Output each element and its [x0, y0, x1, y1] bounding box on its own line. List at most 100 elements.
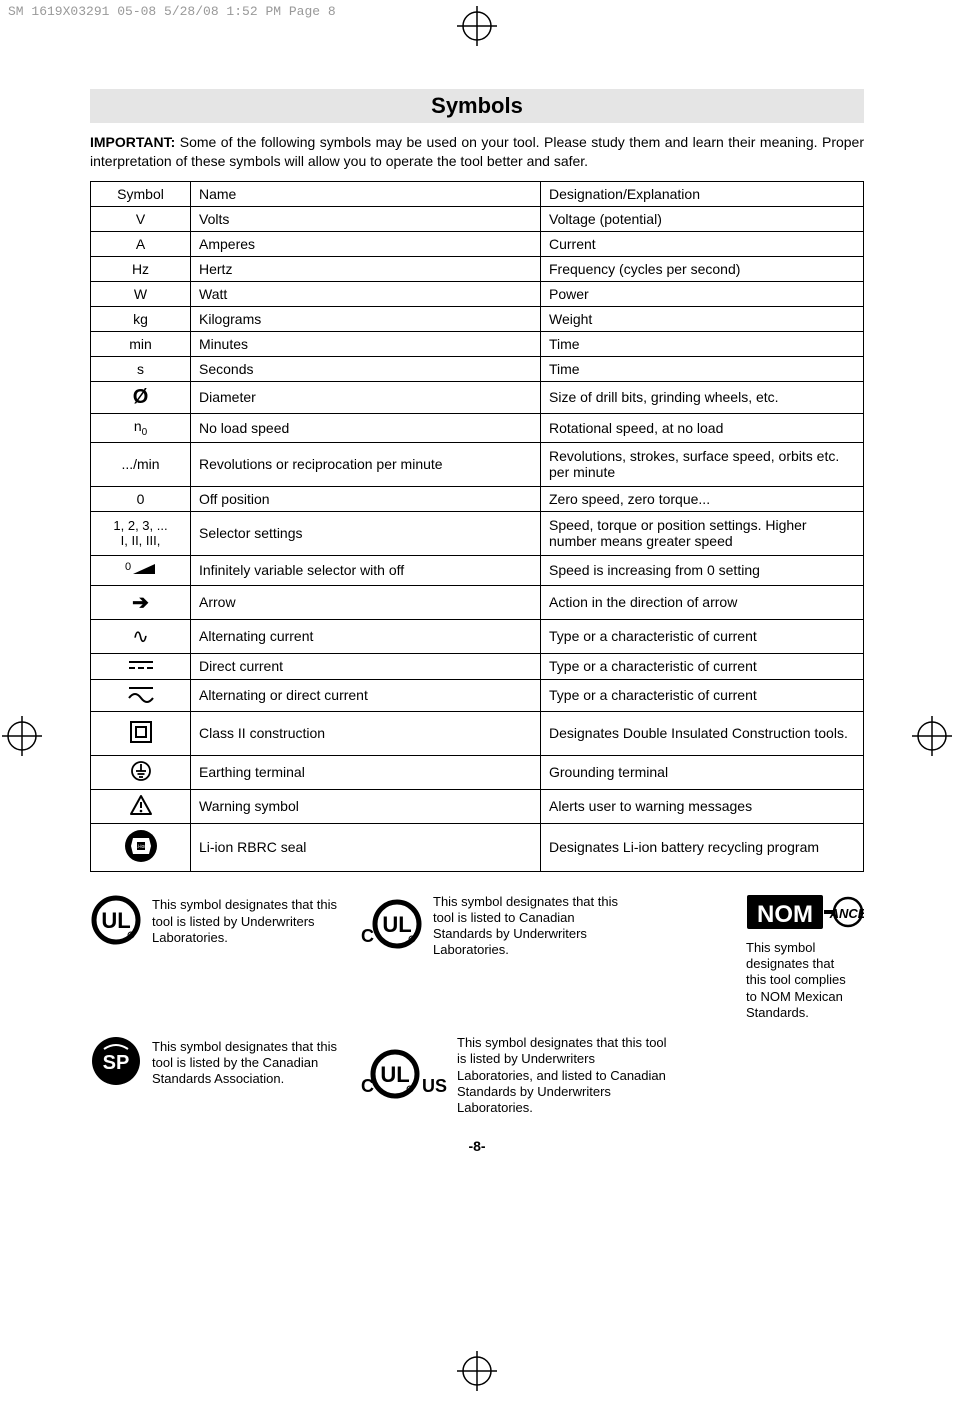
symbol-cell: kg — [91, 306, 191, 331]
name-cell: Revolutions or reciprocation per minute — [191, 442, 541, 486]
table-row: Class II constructionDesignates Double I… — [91, 711, 864, 755]
ul-logo-text: This symbol designates that this tool is… — [152, 897, 337, 946]
symbol-cell — [91, 711, 191, 755]
name-cell: Seconds — [191, 356, 541, 381]
table-row: ➔ArrowAction in the direction of arrow — [91, 585, 864, 619]
name-cell: Infinitely variable selector with off — [191, 555, 541, 585]
name-cell: Li-ion RBRC seal — [191, 823, 541, 871]
designation-cell: Type or a characteristic of current — [541, 653, 864, 679]
logo-row-2: SP This symbol designates that this tool… — [90, 1035, 864, 1116]
symbol-cell: V — [91, 206, 191, 231]
symbol-cell — [91, 653, 191, 679]
document-page: SM 1619X03291 05-08 5/28/08 1:52 PM Page… — [0, 0, 954, 1406]
symbol-cell: W — [91, 281, 191, 306]
table-row: Li-ion Li-ion RBRC sealDesignates Li-ion … — [91, 823, 864, 871]
name-cell: No load speed — [191, 413, 541, 442]
name-cell: Class II construction — [191, 711, 541, 755]
ul-listed-icon: ULR — [90, 894, 142, 950]
svg-text:R: R — [411, 937, 414, 942]
table-row: Warning symbolAlerts user to warning mes… — [91, 789, 864, 823]
designation-cell: Zero speed, zero torque... — [541, 486, 864, 511]
intro-paragraph: IMPORTANT: Some of the following symbols… — [90, 133, 864, 171]
symbols-table: Symbol Name Designation/Explanation VVol… — [90, 181, 864, 872]
section-title: Symbols — [90, 89, 864, 123]
designation-cell: Frequency (cycles per second) — [541, 256, 864, 281]
symbol-cell: 1, 2, 3, ... I, II, III, — [91, 511, 191, 555]
table-row: WWattPower — [91, 281, 864, 306]
nom-icon: NOM ANCE — [746, 920, 864, 935]
table-row: VVoltsVoltage (potential) — [91, 206, 864, 231]
header-designation: Designation/Explanation — [541, 181, 864, 206]
table-row: 0 Infinitely variable selector with offSp… — [91, 555, 864, 585]
name-cell: Alternating current — [191, 619, 541, 653]
symbol-cell: Li-ion — [91, 823, 191, 871]
nom-logo-block: NOM ANCE This symbol designates that thi… — [746, 894, 864, 1022]
svg-text:SP: SP — [103, 1052, 130, 1074]
table-row: ØDiameterSize of drill bits, grinding wh… — [91, 381, 864, 413]
designation-cell: Time — [541, 331, 864, 356]
header-symbol: Symbol — [91, 181, 191, 206]
table-row: Direct currentType or a characteristic o… — [91, 653, 864, 679]
svg-text:0: 0 — [125, 561, 131, 573]
table-row: sSecondsTime — [91, 356, 864, 381]
symbol-cell: ∿ — [91, 619, 191, 653]
table-row: AAmperesCurrent — [91, 231, 864, 256]
name-cell: Watt — [191, 281, 541, 306]
symbol-cell: 0 — [91, 486, 191, 511]
symbol-cell — [91, 789, 191, 823]
designation-cell: Speed, torque or position settings. High… — [541, 511, 864, 555]
name-cell: Warning symbol — [191, 789, 541, 823]
name-cell: Earthing terminal — [191, 755, 541, 789]
table-row: 0Off positionZero speed, zero torque... — [91, 486, 864, 511]
designation-cell: Speed is increasing from 0 setting — [541, 555, 864, 585]
designation-cell: Alerts user to warning messages — [541, 789, 864, 823]
cul-listed-icon: C ULR — [355, 898, 423, 954]
name-cell: Kilograms — [191, 306, 541, 331]
svg-text:UL: UL — [380, 1062, 409, 1087]
top-crop-mark-icon — [457, 6, 497, 46]
cul-logo-text: This symbol designates that this tool is… — [433, 894, 618, 959]
designation-cell: Designates Double Insulated Construction… — [541, 711, 864, 755]
svg-text:UL: UL — [101, 908, 130, 933]
svg-text:NOM: NOM — [757, 901, 813, 928]
name-cell: Direct current — [191, 653, 541, 679]
csa-logo-block: SP This symbol designates that this tool… — [90, 1035, 337, 1091]
symbol-cell: Ø — [91, 381, 191, 413]
svg-text:US: US — [422, 1076, 447, 1096]
symbol-cell: min — [91, 331, 191, 356]
designation-cell: Power — [541, 281, 864, 306]
symbol-cell: Hz — [91, 256, 191, 281]
symbol-cell: .../min — [91, 442, 191, 486]
table-row: kgKilogramsWeight — [91, 306, 864, 331]
symbol-cell: n0 — [91, 413, 191, 442]
header-name: Name — [191, 181, 541, 206]
symbol-cell — [91, 679, 191, 711]
name-cell: Alternating or direct current — [191, 679, 541, 711]
nom-logo-text: This symbol designates that this tool co… — [746, 940, 856, 1021]
designation-cell: Weight — [541, 306, 864, 331]
svg-text:UL: UL — [382, 912, 411, 937]
designation-cell: Size of drill bits, grinding wheels, etc… — [541, 381, 864, 413]
designation-cell: Rotational speed, at no load — [541, 413, 864, 442]
designation-cell: Revolutions, strokes, surface speed, orb… — [541, 442, 864, 486]
symbol-cell — [91, 755, 191, 789]
table-row: Alternating or direct currentType or a c… — [91, 679, 864, 711]
table-row: ∿Alternating currentType or a characteri… — [91, 619, 864, 653]
table-row: Earthing terminalGrounding terminal — [91, 755, 864, 789]
name-cell: Off position — [191, 486, 541, 511]
name-cell: Minutes — [191, 331, 541, 356]
designation-cell: Designates Li-ion battery recycling prog… — [541, 823, 864, 871]
csa-logo-text: This symbol designates that this tool is… — [152, 1039, 337, 1088]
table-row: n0No load speedRotational speed, at no l… — [91, 413, 864, 442]
ul-logo-block: ULR This symbol designates that this too… — [90, 894, 337, 950]
svg-text:R: R — [409, 1087, 412, 1092]
svg-text:C: C — [361, 926, 374, 946]
csa-icon: SP — [90, 1035, 142, 1091]
bottom-crop-mark-icon — [457, 1351, 497, 1396]
designation-cell: Voltage (potential) — [541, 206, 864, 231]
name-cell: Selector settings — [191, 511, 541, 555]
table-row: 1, 2, 3, ... I, II, III,Selector setting… — [91, 511, 864, 555]
designation-cell: Grounding terminal — [541, 755, 864, 789]
svg-text:Li-ion: Li-ion — [134, 844, 146, 850]
name-cell: Diameter — [191, 381, 541, 413]
